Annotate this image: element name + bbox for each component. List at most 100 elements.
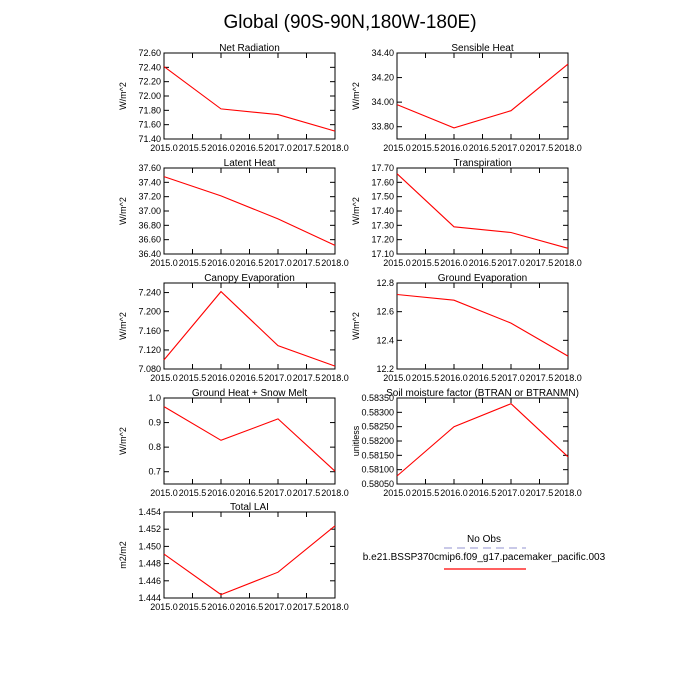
y-tick-label: 12.8	[376, 278, 394, 288]
y-axis-label: W/m^2	[118, 197, 128, 225]
panel-title: Sensible Heat	[451, 43, 513, 54]
x-tick-label: 2018.0	[321, 143, 349, 153]
y-tick-label: 71.40	[138, 134, 161, 144]
x-tick-label: 2018.0	[321, 373, 349, 383]
y-tick-label: 36.40	[138, 249, 161, 259]
y-tick-label: 37.60	[138, 163, 161, 173]
x-tick-label: 2017.5	[526, 143, 554, 153]
x-tick-label: 2017.0	[264, 143, 292, 153]
x-tick-label: 2017.5	[526, 373, 554, 383]
x-tick-label: 2015.5	[412, 488, 440, 498]
y-tick-label: 71.60	[138, 120, 161, 130]
panel-ground-evaporation: Ground Evaporation 2015.0 2015.5 2016.0 2016…	[351, 273, 582, 383]
x-tick-label: 2015.5	[179, 602, 207, 612]
y-tick-label: 1.452	[138, 524, 161, 534]
plot-frame	[163, 52, 336, 140]
x-tick-label: 2017.0	[264, 488, 292, 498]
x-tick-label: 2018.0	[554, 258, 582, 268]
y-axis-label: unitless	[351, 425, 361, 456]
x-tick-label: 2017.5	[293, 602, 321, 612]
plot-frame	[163, 167, 336, 255]
y-tick-label: 0.58100	[361, 465, 394, 475]
y-axis-label: W/m^2	[351, 82, 361, 110]
legend: No Obs b.e21.BSSP370cmip6.f09_g17.pacema…	[363, 534, 606, 570]
x-tick-label: 2015.0	[383, 143, 411, 153]
x-tick-label: 2018.0	[554, 488, 582, 498]
x-tick-label: 2015.5	[179, 488, 207, 498]
x-tick-label: 2016.0	[440, 143, 468, 153]
y-tick-label: 0.58350	[361, 393, 394, 403]
x-tick-label: 2016.0	[440, 258, 468, 268]
series-line	[163, 66, 336, 132]
x-tick-label: 2016.0	[207, 488, 235, 498]
x-tick-label: 2018.0	[554, 373, 582, 383]
y-axis-label: W/m^2	[118, 427, 128, 455]
y-tick-label: 17.70	[371, 163, 394, 173]
panel-title: Soil moisture factor (BTRAN or BTRANMN)	[386, 388, 579, 399]
x-tick-label: 2018.0	[321, 602, 349, 612]
x-tick-label: 2017.5	[293, 143, 321, 153]
plot-frame	[163, 282, 336, 370]
x-tick-label: 2015.5	[412, 258, 440, 268]
y-tick-label: 37.40	[138, 177, 161, 187]
x-tick-label: 2017.5	[293, 488, 321, 498]
x-tick-label: 2015.0	[383, 258, 411, 268]
y-tick-label: 0.58300	[361, 407, 394, 417]
x-tick-label: 2015.5	[179, 258, 207, 268]
y-tick-label: 12.4	[376, 335, 394, 345]
y-tick-label: 0.9	[148, 418, 161, 428]
x-tick-label: 2016.5	[236, 602, 264, 612]
y-tick-label: 1.448	[138, 559, 161, 569]
series-line	[396, 63, 569, 129]
legend-model-label: b.e21.BSSP370cmip6.f09_g17.pacemaker_pac…	[363, 552, 606, 563]
y-tick-label: 7.240	[138, 288, 161, 298]
panel-canopy-evaporation: Canopy Evaporation 2015.0 2015.5 2016.0 2016…	[118, 273, 349, 383]
y-tick-label: 34.20	[371, 73, 394, 83]
x-tick-label: 2015.0	[150, 373, 178, 383]
series-line	[396, 293, 569, 357]
y-tick-label: 37.20	[138, 192, 161, 202]
x-tick-label: 2016.0	[440, 373, 468, 383]
y-tick-label: 17.60	[371, 177, 394, 187]
x-tick-label: 2016.5	[469, 143, 497, 153]
panel-title: Canopy Evaporation	[204, 273, 295, 284]
x-tick-label: 2018.0	[321, 258, 349, 268]
y-tick-label: 7.120	[138, 345, 161, 355]
series-line	[396, 403, 569, 477]
series-line	[163, 176, 336, 246]
legend-obs-label: No Obs	[467, 534, 501, 545]
x-tick-label: 2016.0	[207, 143, 235, 153]
x-tick-label: 2017.5	[293, 258, 321, 268]
x-tick-label: 2016.5	[469, 488, 497, 498]
y-axis-label: W/m^2	[351, 197, 361, 225]
x-tick-label: 2016.5	[236, 488, 264, 498]
x-tick-label: 2015.5	[412, 143, 440, 153]
y-axis-label: W/m^2	[351, 312, 361, 340]
y-tick-label: 17.50	[371, 192, 394, 202]
x-tick-label: 2017.0	[497, 258, 525, 268]
x-tick-label: 2015.5	[412, 373, 440, 383]
y-tick-label: 17.10	[371, 249, 394, 259]
y-tick-label: 72.00	[138, 91, 161, 101]
x-tick-label: 2016.5	[469, 258, 497, 268]
x-tick-label: 2017.0	[264, 602, 292, 612]
y-tick-label: 1.446	[138, 576, 161, 586]
y-tick-label: 72.20	[138, 77, 161, 87]
y-axis-label: m2/m2	[118, 541, 128, 569]
x-tick-label: 2015.0	[150, 602, 178, 612]
x-tick-label: 2017.5	[526, 258, 554, 268]
y-tick-label: 1.454	[138, 507, 161, 517]
x-tick-label: 2017.5	[526, 488, 554, 498]
x-tick-label: 2017.5	[293, 373, 321, 383]
plot-frame	[163, 511, 336, 599]
y-tick-label: 0.58250	[361, 422, 394, 432]
y-tick-label: 17.40	[371, 206, 394, 216]
panel-title: Net Radiation	[219, 43, 280, 54]
x-tick-label: 2015.5	[179, 143, 207, 153]
y-tick-label: 17.30	[371, 220, 394, 230]
x-tick-label: 2015.0	[150, 258, 178, 268]
